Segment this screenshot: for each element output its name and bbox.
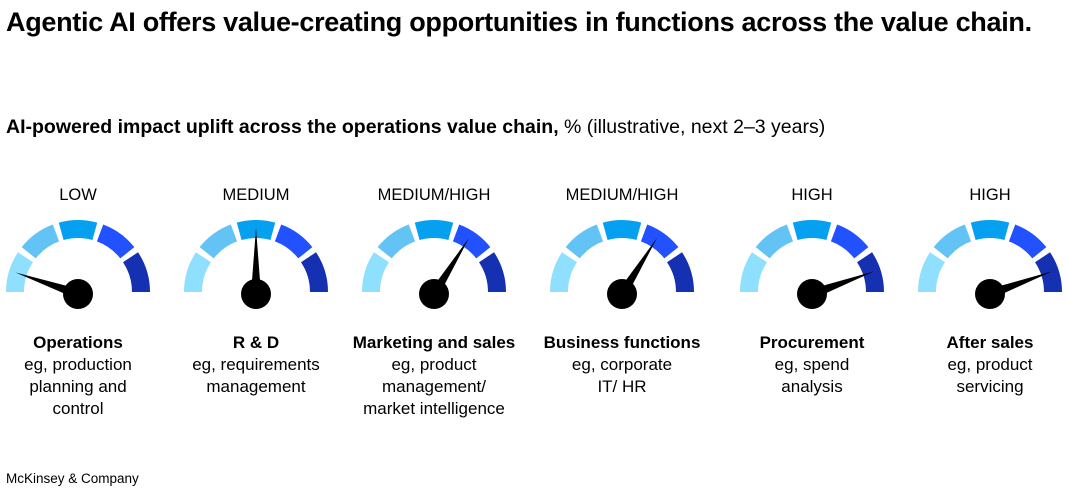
chart-subtitle: AI-powered impact uplift across the oper…	[6, 116, 825, 139]
gauge-segment	[123, 252, 150, 292]
gauge-hub	[241, 279, 271, 309]
gauge-item: HIGH After sales eg, product servicing	[890, 186, 1067, 398]
gauge-segment	[199, 224, 238, 259]
function-example: control	[52, 399, 104, 418]
gauge-segment	[565, 224, 604, 259]
function-example: eg, spend	[774, 355, 850, 374]
function-name: Marketing and sales	[352, 333, 516, 352]
gauge	[740, 220, 884, 309]
gauge-segment	[362, 252, 389, 292]
function-example: analysis	[781, 377, 843, 396]
gauge-item: MEDIUM/HIGH Business functions eg, corpora…	[522, 186, 722, 398]
gauge-needle	[251, 228, 261, 294]
gauge-segment	[184, 252, 211, 292]
gauge-item: HIGH Procurement eg, spend analysis	[712, 186, 912, 398]
function-example: IT/ HR	[597, 377, 647, 396]
function-example: planning and	[29, 377, 127, 396]
gauge-segment	[550, 252, 577, 292]
gauge-segment	[667, 252, 694, 292]
gauge	[550, 220, 694, 309]
gauge-hub	[63, 279, 93, 309]
gauge-segment	[1008, 224, 1047, 259]
subtitle-bold: AI-powered impact uplift across the oper…	[6, 116, 559, 138]
function-example: market intelligence	[363, 399, 505, 418]
gauge-segment	[377, 224, 416, 259]
gauge-segment	[96, 224, 135, 259]
subtitle-rest: % (illustrative, next 2–3 years)	[558, 116, 826, 138]
gauge-hub	[419, 279, 449, 309]
function-name: After sales	[946, 333, 1034, 352]
function-example: servicing	[956, 377, 1024, 396]
gauge-item: MEDIUM/HIGH Marketing and sales eg, produc…	[334, 186, 534, 420]
function-example: eg, production	[24, 355, 132, 374]
function-name: Business functions	[543, 333, 701, 352]
function-example: eg, corporate	[571, 355, 673, 374]
function-name: Procurement	[759, 333, 865, 352]
gauge-segment	[740, 252, 767, 292]
gauge-level-label: HIGH	[969, 186, 1011, 204]
gauge-segment	[755, 224, 794, 259]
gauge-level-label: HIGH	[791, 186, 833, 204]
gauge-segment	[970, 220, 1010, 240]
gauge-item: MEDIUM R & D eg, requirements management	[156, 186, 356, 398]
gauge-item: LOW Operations eg, production planning and c…	[0, 186, 178, 420]
gauge-segment	[414, 220, 454, 240]
gauge	[362, 220, 506, 309]
function-example: eg, product	[947, 355, 1033, 374]
gauge-segment	[602, 220, 642, 240]
gauge-hub	[975, 279, 1005, 309]
gauge-segment	[933, 224, 972, 259]
page-title: Agentic AI offers value-creating opportu…	[6, 7, 1032, 37]
gauge-level-label: MEDIUM/HIGH	[377, 186, 491, 204]
gauge-segment	[479, 252, 506, 292]
gauge-segment	[21, 224, 60, 259]
gauge-segment	[640, 224, 679, 259]
gauge-hub	[797, 279, 827, 309]
gauge-segment	[58, 220, 98, 240]
gauge-segment	[1035, 252, 1062, 292]
gauge-segment	[792, 220, 832, 240]
gauge	[184, 220, 328, 309]
gauge	[918, 220, 1062, 309]
function-example: eg, requirements	[192, 355, 320, 374]
gauge	[6, 220, 150, 309]
gauge-level-label: LOW	[59, 186, 97, 204]
function-name: Operations	[33, 333, 123, 352]
gauge-segment	[452, 224, 491, 259]
function-example: eg, product	[391, 355, 477, 374]
gauge-segment	[857, 252, 884, 292]
gauge-hub	[607, 279, 637, 309]
gauge-level-label: MEDIUM/HIGH	[565, 186, 679, 204]
gauge-segment	[918, 252, 945, 292]
function-name: R & D	[232, 333, 280, 352]
function-example: management	[206, 377, 306, 396]
gauge-segment	[830, 224, 869, 259]
gauge-segment	[301, 252, 328, 292]
source-label: McKinsey & Company	[6, 471, 139, 486]
gauge-level-label: MEDIUM	[222, 186, 290, 204]
gauge-segment	[6, 252, 33, 292]
gauge-segment	[274, 224, 313, 259]
function-example: management/	[382, 377, 486, 396]
